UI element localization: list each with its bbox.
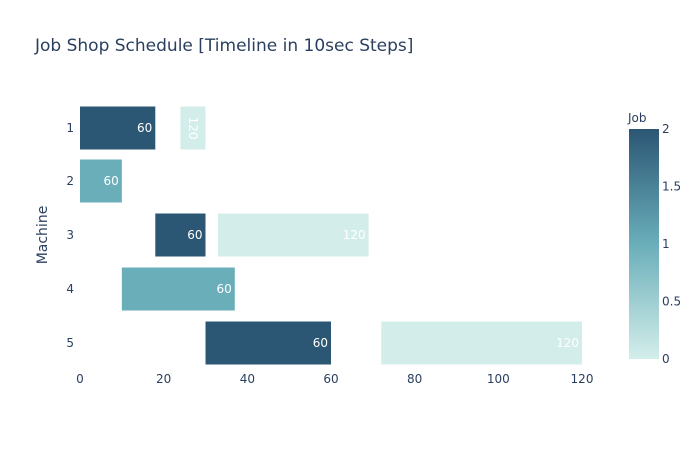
y-tick-label: 2 — [66, 174, 74, 188]
bar-label: 60 — [137, 121, 152, 135]
bars-group — [80, 106, 582, 365]
bar-machine-1-job-0 — [180, 106, 206, 150]
bar-machine-2-job-1 — [80, 159, 122, 203]
colorbar-gradient — [629, 129, 659, 359]
y-tick-label: 1 — [66, 121, 74, 135]
x-tick-label: 40 — [240, 372, 255, 386]
bar-label: 60 — [313, 336, 328, 350]
colorbar-tick-label: 0 — [662, 352, 670, 366]
bar-machine-4-job-1 — [121, 267, 235, 311]
bar-machine-5-job-0 — [381, 321, 582, 365]
x-tick-label: 20 — [156, 372, 171, 386]
x-tick-label: 60 — [323, 372, 338, 386]
colorbar: Job 0 0.5 1 1.5 2 — [627, 111, 681, 366]
y-tick-label: 4 — [66, 282, 74, 296]
bar-labels-group: 60 120 60 60 120 60 60 120 — [104, 117, 579, 350]
bar-machine-5-job-2 — [205, 321, 331, 365]
chart-title: Job Shop Schedule [Timeline in 10sec Ste… — [34, 36, 413, 56]
bar-label: 120 — [556, 336, 579, 350]
x-tick-label: 100 — [487, 372, 510, 386]
colorbar-tick-label: 2 — [662, 122, 670, 136]
colorbar-ticks: 0 0.5 1 1.5 2 — [662, 122, 681, 366]
y-axis-title: Machine — [35, 206, 51, 265]
bar-machine-1-job-2 — [80, 106, 156, 150]
x-tick-label: 120 — [571, 372, 594, 386]
bar-label: 60 — [187, 228, 202, 242]
x-tick-label: 80 — [407, 372, 422, 386]
colorbar-tick-label: 1 — [662, 237, 670, 251]
bar-label: 120 — [186, 117, 200, 140]
colorbar-tick-label: 1.5 — [662, 180, 681, 194]
x-axis-ticks: 0 20 40 60 80 100 120 — [76, 372, 593, 386]
y-tick-label: 5 — [66, 336, 74, 350]
bar-label: 120 — [343, 228, 366, 242]
x-tick-label: 0 — [76, 372, 84, 386]
bar-label: 60 — [217, 282, 232, 296]
bar-machine-3-job-0 — [218, 213, 369, 257]
bar-machine-3-job-2 — [155, 213, 206, 257]
y-tick-label: 3 — [66, 228, 74, 242]
y-axis-ticks: 1 2 3 4 5 — [66, 121, 74, 350]
colorbar-tick-label: 0.5 — [662, 295, 681, 309]
colorbar-title: Job — [627, 111, 647, 125]
bar-label: 60 — [104, 174, 119, 188]
